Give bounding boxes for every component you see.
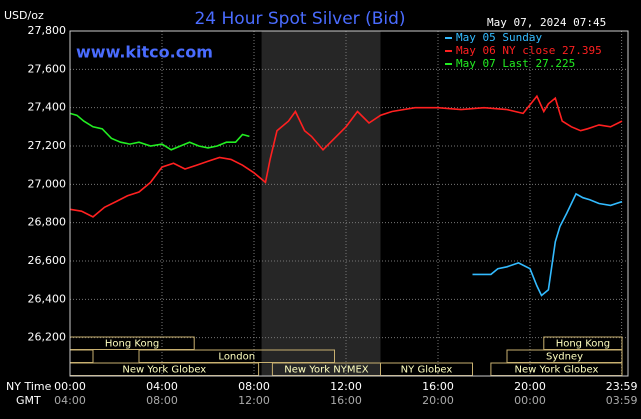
x-tick-label: 20:00: [514, 380, 546, 393]
x-tick-label: 16:00: [422, 380, 454, 393]
y-axis-label: USD/oz: [4, 9, 44, 22]
x-tick-label: 12:00: [330, 380, 362, 393]
series-line: [69, 94, 623, 218]
session-label: NY Globex: [401, 364, 453, 375]
x-tick-label: 08:00: [238, 380, 270, 393]
x2-tick-label: 00:00: [514, 394, 546, 407]
y-tick-label: 26,600: [28, 254, 67, 267]
x2-tick-label: 12:00: [238, 394, 270, 407]
x2-tick-label: 16:00: [330, 394, 362, 407]
series-line: [472, 192, 623, 297]
x-tick-label: 23:59: [606, 380, 638, 393]
y-tick-label: 26,400: [28, 292, 67, 305]
y-tick-label: 26,800: [28, 216, 67, 229]
plot-border: [69, 30, 629, 377]
y-tick-label: 27,800: [28, 24, 67, 37]
y-tick-label: 26,200: [28, 331, 67, 344]
series-line: [69, 112, 250, 151]
session-label: Sydney: [546, 351, 583, 362]
x-tick-label: 04:00: [146, 380, 178, 393]
session-label: Hong Kong: [105, 338, 159, 349]
site-label: www.kitco.com: [76, 43, 213, 62]
session-label: London: [218, 351, 255, 362]
x2-tick-label: 04:00: [54, 394, 86, 407]
session-label: Hong Kong: [556, 338, 610, 349]
x2-tick-label: 03:59: [606, 394, 638, 407]
x2-tick-label: 08:00: [146, 394, 178, 407]
session-label: New York NYMEX: [284, 364, 369, 375]
y-tick-label: 27,200: [28, 139, 67, 152]
session-label: New York Globex: [122, 364, 206, 375]
legend-label: May 06 NY close 27.395: [456, 44, 602, 57]
x-axis-label: NY Time: [6, 380, 52, 393]
y-tick-label: 27,600: [28, 62, 67, 75]
legend-label: May 07 Last 27.225: [456, 57, 575, 70]
legend-label: May 05 Sunday: [456, 31, 542, 44]
shaded-region: [261, 31, 381, 376]
y-tick-label: 27,400: [28, 101, 67, 114]
x-tick-label: 00:00: [54, 380, 86, 393]
x2-axis-label: GMT: [16, 394, 41, 407]
session-label: New York Globex: [515, 364, 599, 375]
chart-title: 24 Hour Spot Silver (Bid): [194, 9, 405, 29]
y-tick-label: 27,000: [28, 177, 67, 190]
x2-tick-label: 20:00: [422, 394, 454, 407]
timestamp: May 07, 2024 07:45: [487, 16, 606, 29]
